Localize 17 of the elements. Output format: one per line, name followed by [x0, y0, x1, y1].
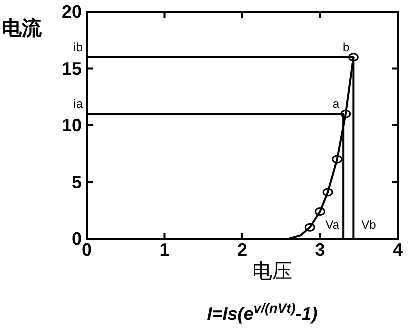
x-tick-label: 4 — [392, 240, 404, 260]
y-tick-label: 10 — [62, 116, 82, 136]
annotation: Va — [326, 218, 340, 232]
x-tick-label: 1 — [160, 240, 170, 260]
x-axis-title: 电压 — [252, 261, 292, 283]
annotation: b — [342, 40, 350, 54]
y-axis-title: 电流 — [2, 17, 43, 40]
x-tick-label: 3 — [315, 240, 326, 260]
text: I=Is(e$^{v/(nVt)}$-1) — [207, 300, 318, 324]
annotation: ib — [74, 40, 84, 54]
annotation: Vb — [362, 218, 377, 232]
y-tick-label: 5 — [72, 172, 82, 192]
y-tick-label: 20 — [62, 2, 82, 22]
y-tick-label: 15 — [62, 58, 82, 79]
annotation: a — [332, 97, 340, 112]
x-tick-label: 2 — [237, 240, 248, 260]
annotation: ia — [74, 97, 84, 112]
